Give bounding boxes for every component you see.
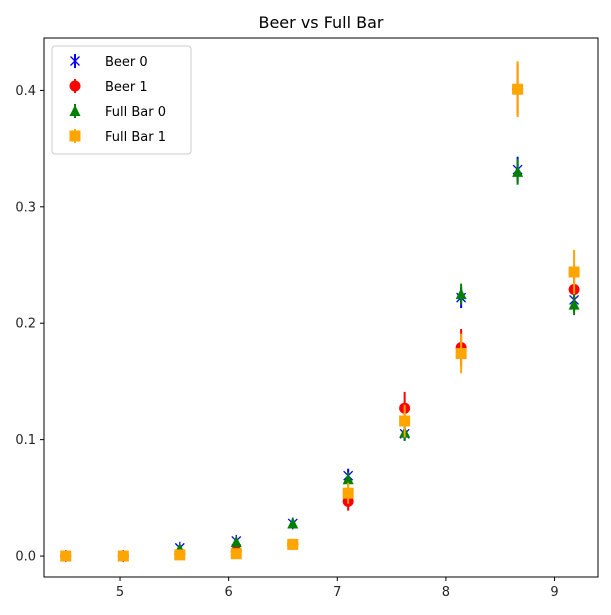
legend-box bbox=[51, 45, 192, 155]
x-tick-label: 5 bbox=[116, 585, 124, 600]
axes: 5 6 7 8 9 0.0 0.1 0.2 0.3 0.4 bbox=[15, 37, 599, 600]
legend-label: Beer 0 bbox=[105, 55, 148, 70]
data-point bbox=[568, 266, 580, 278]
y-tick-label: 0.3 bbox=[15, 200, 36, 215]
data-point bbox=[512, 165, 524, 177]
legend-entry: Beer 0 bbox=[70, 54, 148, 70]
legend-marker bbox=[69, 105, 81, 116]
series-full-bar-1 bbox=[60, 61, 580, 562]
y-tick-label: 0.0 bbox=[15, 550, 36, 565]
chart-title: Beer vs Full Bar bbox=[258, 13, 383, 32]
data-point bbox=[399, 415, 411, 427]
data-point bbox=[568, 298, 580, 310]
data-point bbox=[512, 83, 524, 95]
data-point bbox=[342, 473, 354, 485]
plot-area bbox=[60, 61, 580, 563]
legend-marker bbox=[70, 55, 80, 67]
data-point bbox=[287, 538, 299, 550]
plot-frame bbox=[43, 37, 599, 578]
legend: Beer 0 Beer 1 Full Bar 0 Full Bar 1 bbox=[51, 45, 192, 155]
legend-entry: Full Bar 0 bbox=[69, 104, 166, 120]
data-point bbox=[455, 347, 467, 359]
y-tick-label: 0.1 bbox=[15, 433, 36, 448]
legend-entry: Full Bar 1 bbox=[69, 129, 166, 145]
x-tick-label: 6 bbox=[225, 585, 233, 600]
x-tick-label: 9 bbox=[550, 585, 558, 600]
series-full-bar-0 bbox=[60, 159, 580, 562]
data-point bbox=[60, 550, 72, 562]
data-point bbox=[230, 548, 242, 560]
legend-label: Full Bar 0 bbox=[105, 105, 166, 120]
y-tick-label: 0.4 bbox=[15, 84, 36, 99]
data-point bbox=[342, 487, 354, 499]
legend-label: Full Bar 1 bbox=[105, 130, 166, 145]
data-point bbox=[455, 288, 467, 300]
data-point bbox=[117, 550, 129, 562]
x-tick-label: 7 bbox=[333, 585, 341, 600]
legend-marker bbox=[69, 130, 81, 142]
legend-marker bbox=[69, 80, 81, 92]
series-beer-0 bbox=[60, 156, 580, 563]
data-point bbox=[230, 536, 242, 548]
data-point bbox=[174, 549, 186, 561]
legend-label: Beer 1 bbox=[105, 80, 148, 95]
y-tick-label: 0.2 bbox=[15, 317, 36, 332]
data-point bbox=[287, 517, 299, 529]
legend-entry: Beer 1 bbox=[69, 79, 148, 95]
x-tick-label: 8 bbox=[442, 585, 450, 600]
